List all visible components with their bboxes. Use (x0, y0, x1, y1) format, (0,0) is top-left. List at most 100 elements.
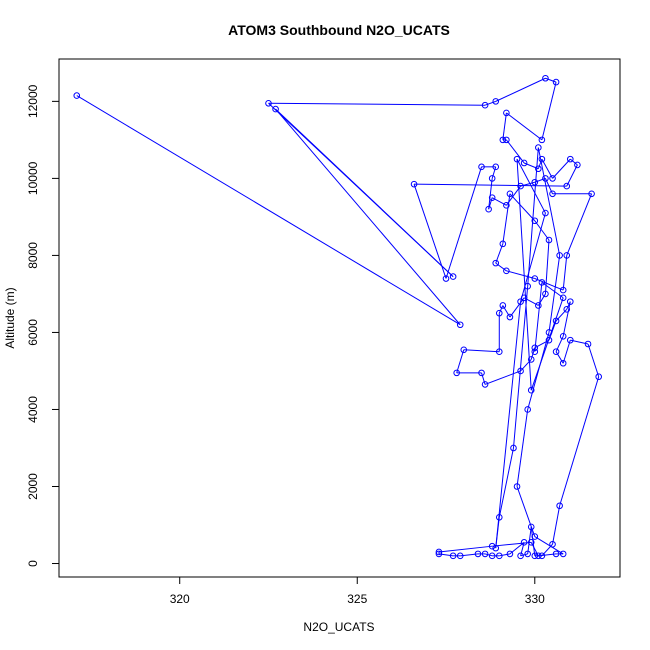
data-point (531, 552, 539, 560)
data-point (456, 321, 464, 329)
data-point (566, 298, 574, 305)
y-tick-label: 10000 (26, 161, 40, 195)
data-point (492, 163, 500, 171)
data-point (549, 540, 556, 548)
data-point (531, 217, 539, 225)
series-line-segment (566, 164, 578, 187)
data-point (527, 539, 535, 546)
data-point (527, 386, 535, 394)
data-point (535, 552, 542, 560)
series-line-segment (537, 147, 561, 256)
series-line-segment (541, 158, 553, 179)
series-line-segment (569, 158, 578, 166)
series-line-segment (268, 102, 486, 106)
data-point (517, 552, 524, 560)
data-point (556, 502, 563, 510)
data-point (552, 78, 560, 86)
data-point (535, 165, 542, 173)
series-line-segment (488, 178, 493, 210)
series-line-segment (516, 409, 529, 487)
data-point (556, 252, 563, 259)
data-point (503, 267, 510, 275)
data-point (456, 552, 464, 560)
series-line-segment (463, 349, 500, 353)
data-point (517, 298, 524, 305)
series-line-segment (541, 281, 564, 299)
data-point (481, 550, 489, 558)
x-axis: 320 325 330 (170, 577, 545, 606)
data-point (495, 348, 503, 355)
data-point (524, 406, 531, 413)
data-point (566, 155, 574, 163)
series-line-segment (566, 193, 593, 256)
data-point (531, 348, 539, 355)
data-point (460, 346, 468, 354)
data-point (478, 163, 485, 171)
series-line-segment (534, 536, 564, 555)
plot-frame (58, 58, 621, 578)
data-point (513, 483, 521, 490)
series-line-segment (484, 553, 493, 557)
y-axis: 0 2000 4000 6000 8000 10000 12000 (26, 84, 59, 567)
data-point (503, 109, 510, 117)
data-point (499, 240, 507, 248)
x-tick-label: 330 (525, 592, 545, 606)
data-point (492, 98, 500, 105)
data-point (559, 359, 567, 367)
data-point (524, 282, 531, 290)
series-line-segment (534, 220, 550, 241)
series-line-segment (492, 541, 532, 547)
data-point (492, 259, 500, 267)
data-point (488, 175, 496, 182)
series-line-segment (520, 553, 528, 557)
data-point (538, 155, 546, 163)
data-point (549, 190, 556, 198)
data-point (492, 544, 500, 552)
data-point (595, 373, 602, 381)
data-point (495, 552, 503, 560)
data-point (481, 381, 489, 388)
data-point (517, 182, 524, 190)
series-line-segment (552, 158, 571, 179)
series-line-segment (530, 526, 536, 556)
series-line-segment (484, 100, 496, 106)
data-point (538, 279, 546, 286)
series-line-segment (534, 278, 564, 291)
data-point (520, 294, 528, 302)
data-point (265, 99, 272, 107)
data-point (453, 369, 460, 377)
data-point (520, 539, 528, 546)
data-point (538, 552, 546, 560)
data-point (506, 550, 514, 558)
data-point (499, 136, 507, 144)
data-point (552, 317, 560, 325)
series-line-segment (506, 270, 535, 280)
y-tick-label: 0 (26, 560, 40, 567)
series-line-segment (499, 553, 511, 557)
series-line-segment (498, 305, 504, 314)
data-point (531, 533, 539, 540)
data-point (559, 550, 567, 558)
y-tick-label: 4000 (26, 396, 40, 423)
data-point (552, 348, 560, 355)
series-line-segment (548, 255, 561, 333)
data-point (545, 336, 553, 344)
x-tick-label: 320 (170, 592, 190, 606)
data-point (531, 275, 539, 282)
series-line-segment (520, 542, 525, 556)
series-line-segment (275, 108, 461, 326)
chart-title: ATOM3 Southbound N2O_UCATS (228, 22, 450, 38)
data-point (481, 101, 489, 109)
series-line-segment (545, 77, 557, 83)
data-point (506, 190, 514, 198)
series-line-segment (509, 193, 536, 222)
y-axis-label: Altitude (m) (3, 287, 17, 348)
data-point (449, 552, 457, 560)
data-point (410, 180, 418, 188)
y-tick-label: 6000 (26, 319, 40, 346)
data-point (542, 290, 549, 298)
series-line-segment (491, 166, 497, 179)
x-tick-label: 325 (347, 592, 367, 606)
data-point (545, 236, 553, 244)
data-point (549, 175, 556, 182)
